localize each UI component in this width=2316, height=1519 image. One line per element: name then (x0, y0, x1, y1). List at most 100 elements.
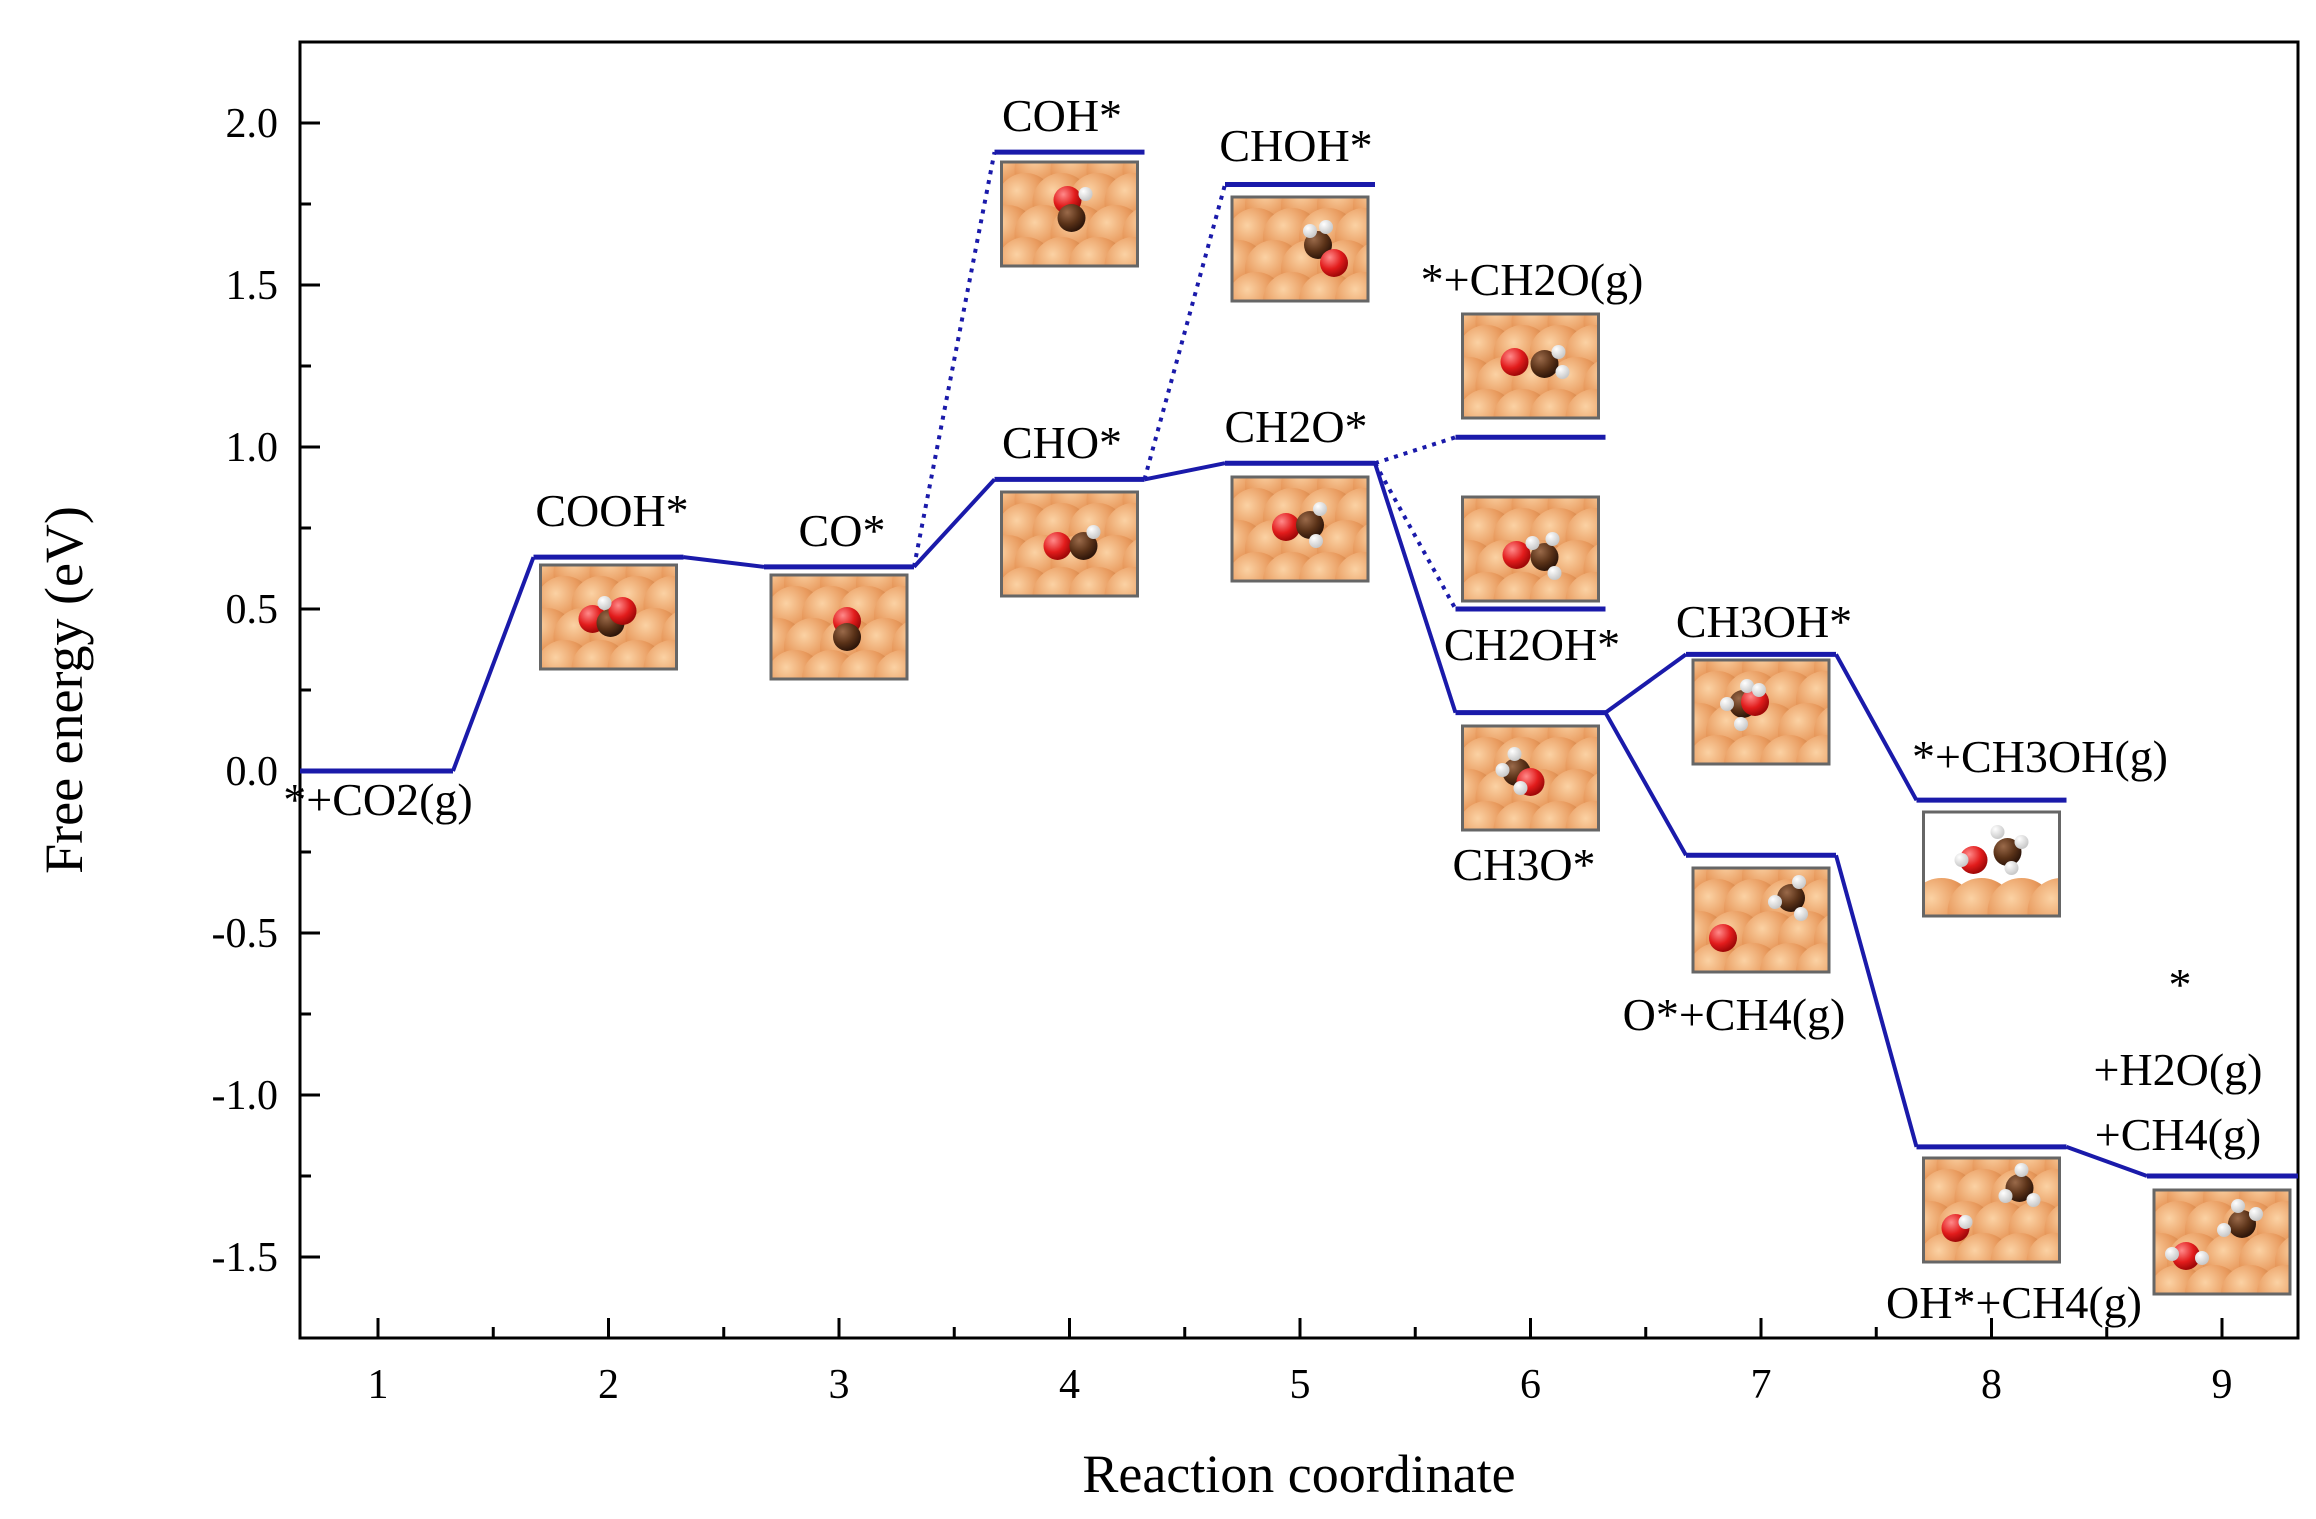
copper-atom (1602, 737, 1660, 795)
connector-s6c-s7a (1604, 652, 1688, 715)
structure-inset (769, 573, 968, 708)
x-tick-label: 1 (368, 1362, 389, 1408)
hydrogen-atom (1555, 365, 1570, 379)
hydrogen-atom (1998, 1189, 2013, 1203)
state-label-lab-s4: CHO* (1002, 417, 1122, 468)
dotted-connector-s3-s4b (912, 151, 997, 568)
state-labels: *+CO2(g) COOH* CO* CHO* COH* CH2O* CHOH* *+CH2O… (283, 90, 2262, 1328)
structure-inset (2152, 1188, 2316, 1323)
copper-atom (1832, 735, 1890, 793)
inset-border (1230, 475, 1370, 583)
connector-s3-s4 (912, 478, 996, 569)
oxygen-atom (1959, 846, 1988, 874)
inset-border (1230, 195, 1370, 303)
x-tick-label: 9 (2212, 1362, 2233, 1408)
copper-slab (1693, 660, 1890, 793)
connector-s7a-s8a (1834, 653, 1919, 802)
hydrogen-atom (1303, 224, 1317, 238)
structure-inset (1922, 1156, 2121, 1264)
hydrogen-atom (1768, 895, 1782, 909)
carbon-atom (2228, 1210, 2256, 1238)
hydrogen-atom (1319, 220, 1333, 234)
state-label-lab-s6c: CH3O* (1452, 839, 1595, 890)
carbon-atom (1296, 511, 1324, 539)
carbon-atom (1993, 838, 2022, 866)
hydrogen-atom (2004, 861, 2019, 875)
structure-inset (1000, 160, 1199, 295)
copper-atom (1602, 325, 1660, 383)
axis-ticks (300, 40, 2224, 1340)
copper-atom (1335, 552, 1368, 581)
state-label-lab-s6b: CH2OH* (1444, 619, 1620, 670)
energy-lines (300, 149, 2298, 1179)
structure-inset (1691, 866, 1890, 974)
x-tick-label: 4 (1059, 1362, 1080, 1408)
hydrogen-atom (2165, 1247, 2179, 1261)
copper-atom (2026, 1233, 2060, 1262)
hydrogen-atom (2014, 1163, 2029, 1177)
oxygen-atom (1320, 249, 1348, 277)
carbon-atom (1530, 543, 1559, 571)
hydrogen-atom (1313, 502, 1327, 516)
hydrogen-atom (1507, 747, 1522, 761)
x-tick-label: 7 (1751, 1362, 1772, 1408)
copper-atom (1796, 943, 1829, 972)
hydrogen-atom (2217, 1223, 2231, 1237)
inset-border (2152, 1188, 2292, 1296)
oxygen-atom (1500, 348, 1529, 376)
hydrogen-atom (1525, 536, 1540, 550)
state-label-lab-s5b: CHOH* (1219, 120, 1372, 171)
hydrogen-atom (1794, 907, 1808, 921)
y-tick-label: -1.0 (212, 1073, 279, 1119)
y-tick-label: 1.0 (226, 425, 279, 471)
hydrogen-atom (1990, 825, 2005, 839)
copper-atom (1104, 237, 1138, 266)
inset-border (1461, 724, 1600, 832)
copper-atom (910, 586, 968, 644)
copper-atom (1565, 389, 1599, 418)
copper-atom (1141, 237, 1199, 295)
hydrogen-atom (1309, 534, 1323, 548)
y-tick-label: 0.5 (226, 587, 279, 633)
state-label-lab-s8b: OH*+CH4(g) (1886, 1277, 2142, 1328)
state-label-lab-s1: *+CO2(g) (283, 774, 472, 825)
copper-atom (2063, 1169, 2121, 1227)
x-tick-label: 2 (598, 1362, 619, 1408)
structure-inset (1000, 490, 1199, 598)
state-label-lab-s9-3: +CH4(g) (2095, 1109, 2261, 1160)
copper-atom (1141, 503, 1199, 561)
connector-s8b-s9 (2065, 1144, 2148, 1178)
state-label-lab-s4b: COH* (1002, 90, 1122, 141)
structure-inset (1922, 810, 2061, 918)
copper-atom (1796, 735, 1829, 764)
copper-slab (1001, 162, 1199, 295)
y-axis-title: Free energy (eV) (34, 506, 94, 874)
state-label-lab-s5: CH2O* (1224, 401, 1367, 452)
copper-atom (2257, 1265, 2290, 1294)
copper-atom (643, 640, 677, 669)
state-label-lab-s2: COOH* (535, 485, 688, 536)
y-tick-label: 0.0 (226, 749, 279, 795)
copper-slab (1462, 314, 1660, 418)
hydrogen-atom (1513, 781, 1528, 795)
copper-atom (2293, 1265, 2316, 1323)
carbon-atom (1069, 532, 1098, 560)
inset-border (1000, 490, 1139, 598)
hydrogen-atom (1551, 345, 1566, 359)
inset-border (1000, 160, 1139, 268)
state-label-lab-s3: CO* (799, 505, 886, 556)
copper-atom (2027, 878, 2060, 916)
hydrogen-atom (1792, 875, 1806, 889)
inset-border (1461, 495, 1600, 603)
connector-s6c-s7b (1603, 711, 1688, 857)
inset-border (1922, 1156, 2061, 1264)
carbon-atom (1057, 204, 1086, 232)
copper-atom (1832, 879, 1890, 937)
carbon-atom (1530, 350, 1559, 378)
copper-slab (1923, 878, 2060, 916)
copper-atom (910, 650, 968, 708)
copper-slab (1462, 726, 1660, 830)
connector-s5-s6c (1373, 462, 1458, 714)
structure-insets (539, 160, 2316, 1323)
